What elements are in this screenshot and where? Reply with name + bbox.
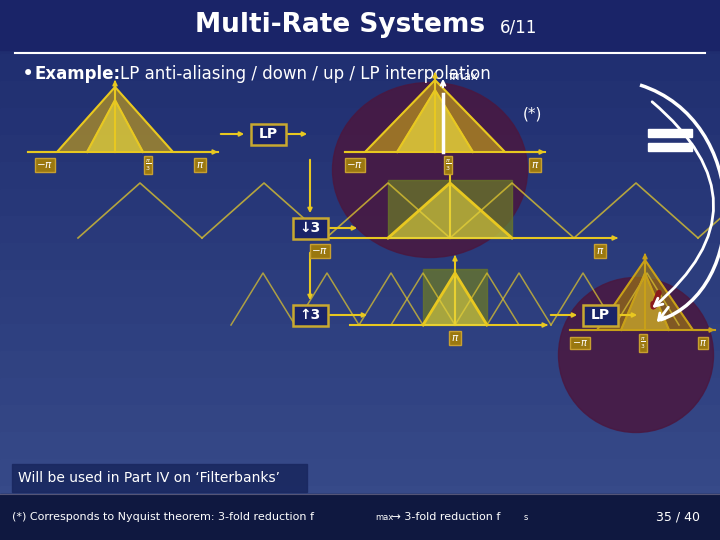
FancyArrowPatch shape [652,102,714,306]
Bar [0,378,720,405]
Bar [0,432,720,459]
Polygon shape [423,273,487,325]
Bar [0,405,720,432]
Text: $\pi$: $\pi$ [451,333,459,343]
Bar [0,81,720,108]
Polygon shape [345,80,545,152]
Text: $-\pi$: $-\pi$ [346,160,364,170]
Polygon shape [28,87,218,152]
Bar [0,324,720,351]
Text: Example:: Example: [35,65,121,83]
Polygon shape [87,100,143,152]
Text: •: • [22,64,35,84]
Bar [0,162,720,189]
Text: $\frac{\pi}{3}$: $\frac{\pi}{3}$ [640,335,646,350]
Bar [0,486,720,513]
Polygon shape [388,183,512,238]
Bar [0,216,720,243]
Text: $\pi$: $\pi$ [699,338,707,348]
Bar [0,513,720,540]
Text: $\frac{\pi}{3}$: $\frac{\pi}{3}$ [445,157,451,173]
Text: 6/11: 6/11 [500,18,537,36]
Text: $\frac{\pi}{3}$: $\frac{\pi}{3}$ [145,157,151,173]
Bar [648,143,692,151]
Text: (*): (*) [523,106,542,122]
Text: fmax: fmax [449,70,479,83]
Text: max: max [375,512,393,522]
Bar [0,459,720,486]
FancyBboxPatch shape [251,124,286,145]
Ellipse shape [559,278,714,433]
Bar [0,108,720,135]
Text: s: s [524,512,528,522]
Text: $\pi$: $\pi$ [531,160,539,170]
Text: $-\pi$: $-\pi$ [572,338,588,348]
Bar [648,129,692,137]
Text: $-\pi$: $-\pi$ [312,246,328,256]
Text: LP: LP [258,127,278,141]
Polygon shape [570,260,715,330]
Bar [0,0,720,50]
Text: LP: LP [590,308,610,322]
Bar [0,297,720,324]
Text: Multi-Rate Systems: Multi-Rate Systems [195,12,485,38]
Bar [388,180,512,238]
FancyBboxPatch shape [582,305,618,326]
FancyBboxPatch shape [292,305,328,326]
Bar [0,0,720,27]
Text: $\pi$: $\pi$ [196,160,204,170]
Polygon shape [397,90,473,152]
Bar [12,464,307,492]
Bar [0,27,720,54]
Bar [0,243,720,270]
Text: (*) Corresponds to Nyquist theorem: 3-fold reduction f: (*) Corresponds to Nyquist theorem: 3-fo… [12,512,314,522]
Polygon shape [621,273,669,330]
Text: Will be used in Part IV on ‘Filterbanks’: Will be used in Part IV on ‘Filterbanks’ [18,471,280,485]
Bar [0,135,720,162]
Bar [0,54,720,81]
Text: ↑3: ↑3 [300,308,320,322]
Ellipse shape [333,83,528,258]
Bar [0,494,720,540]
Text: $-\pi$: $-\pi$ [37,160,53,170]
FancyBboxPatch shape [292,218,328,239]
Bar [0,189,720,216]
Text: → 3-fold reduction f: → 3-fold reduction f [388,512,500,522]
Text: ↓3: ↓3 [300,221,320,235]
Bar [423,269,487,325]
Bar [0,270,720,297]
Text: 35 / 40: 35 / 40 [656,510,700,523]
Text: $\pi$: $\pi$ [596,246,604,256]
Bar [0,351,720,378]
Text: LP anti-aliasing / down / up / LP interpolation: LP anti-aliasing / down / up / LP interp… [120,65,491,83]
